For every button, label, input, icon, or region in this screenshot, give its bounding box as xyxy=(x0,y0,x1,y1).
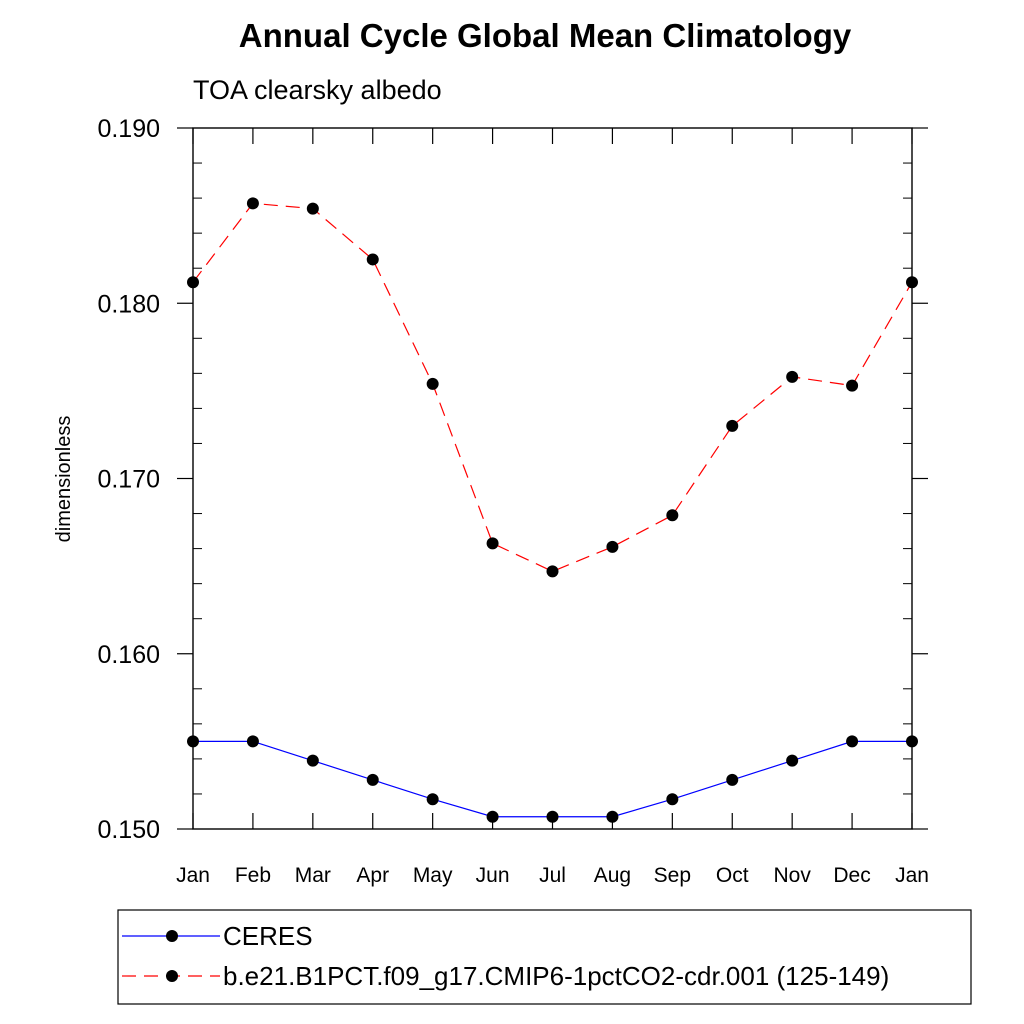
legend-label-ceres: CERES xyxy=(223,921,313,951)
series-line-0 xyxy=(193,740,912,818)
series-0-point xyxy=(606,810,619,823)
series-1-point xyxy=(666,509,679,522)
series-0-point xyxy=(546,810,559,823)
x-tick-label: Jan xyxy=(895,864,929,887)
series-0-point xyxy=(726,773,739,786)
series-1-point xyxy=(726,419,739,432)
x-tick-label: Mar xyxy=(295,864,331,887)
chart-subtitle: TOA clearsky albedo xyxy=(193,75,442,105)
x-tick-label: Sep xyxy=(654,864,691,887)
series-0-point xyxy=(666,793,679,806)
y-tick-label: 0.160 xyxy=(97,641,160,669)
y-tick-label: 0.150 xyxy=(97,816,160,844)
axis-ticks xyxy=(177,127,928,830)
x-tick-label: Aug xyxy=(594,864,631,887)
series-1-point xyxy=(546,565,559,578)
y-axis-label: dimensionless xyxy=(53,416,75,543)
series-1-point xyxy=(366,253,379,266)
series-0-point xyxy=(426,793,439,806)
series-1-point xyxy=(486,537,499,550)
legend-marker-model xyxy=(166,970,178,982)
x-tick-label: Jan xyxy=(176,864,210,887)
x-tick-label: Dec xyxy=(833,864,870,887)
series-0-point xyxy=(486,810,499,823)
x-tick-label: Jun xyxy=(476,864,510,887)
x-tick-label: May xyxy=(413,864,453,887)
series-1-point xyxy=(246,197,259,210)
series-line-1 xyxy=(192,202,913,573)
series-1-point xyxy=(846,379,859,392)
y-tick-labels: 0.150 0.160 0.170 0.180 0.190 xyxy=(97,115,160,844)
series-0-point xyxy=(786,754,799,767)
series-0-point xyxy=(306,754,319,767)
series-0-point xyxy=(366,773,379,786)
series-0-point xyxy=(246,735,259,748)
legend: CERES b.e21.B1PCT.f09_g17.CMIP6-1pctCO2-… xyxy=(117,909,972,1005)
chart-title: Annual Cycle Global Mean Climatology xyxy=(239,17,852,54)
y-tick-label: 0.180 xyxy=(97,290,160,318)
x-tick-label: Oct xyxy=(716,864,749,887)
x-tick-label: Apr xyxy=(356,864,389,887)
legend-box xyxy=(117,909,972,1005)
y-tick-label: 0.190 xyxy=(97,115,160,143)
x-tick-label: Jul xyxy=(539,864,566,887)
series-1-point xyxy=(306,202,319,215)
x-tick-label: Feb xyxy=(235,864,271,887)
plot-frame xyxy=(192,127,913,830)
x-tick-labels: Jan Feb Mar Apr May Jun Jul Aug Sep Oct Nov Dec Jan xyxy=(176,864,929,887)
legend-marker-ceres xyxy=(166,930,178,942)
x-tick-label: Nov xyxy=(773,864,811,887)
plot-series xyxy=(187,197,918,823)
series-1-point xyxy=(786,370,799,383)
legend-label-model: b.e21.B1PCT.f09_g17.CMIP6-1pctCO2-cdr.00… xyxy=(223,961,889,991)
series-0-point xyxy=(846,735,859,748)
y-tick-label: 0.170 xyxy=(97,466,160,494)
series-1-point xyxy=(426,377,439,390)
series-1-point xyxy=(606,540,619,553)
